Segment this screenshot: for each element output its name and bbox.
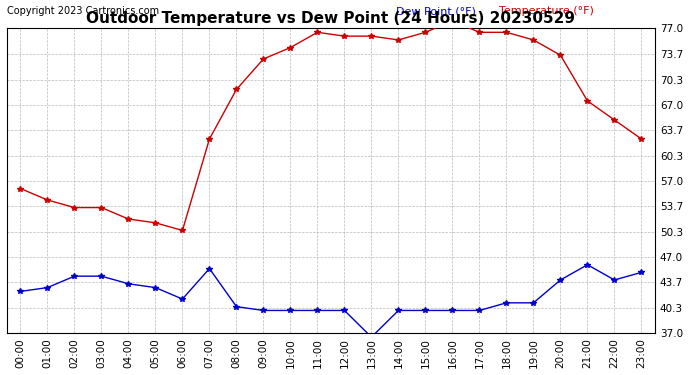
Text: Copyright 2023 Cartronics.com: Copyright 2023 Cartronics.com bbox=[7, 6, 159, 16]
Text: Temperature (°F): Temperature (°F) bbox=[500, 6, 594, 16]
Text: Dew Point (°F): Dew Point (°F) bbox=[396, 6, 475, 16]
Title: Outdoor Temperature vs Dew Point (24 Hours) 20230529: Outdoor Temperature vs Dew Point (24 Hou… bbox=[86, 11, 575, 26]
